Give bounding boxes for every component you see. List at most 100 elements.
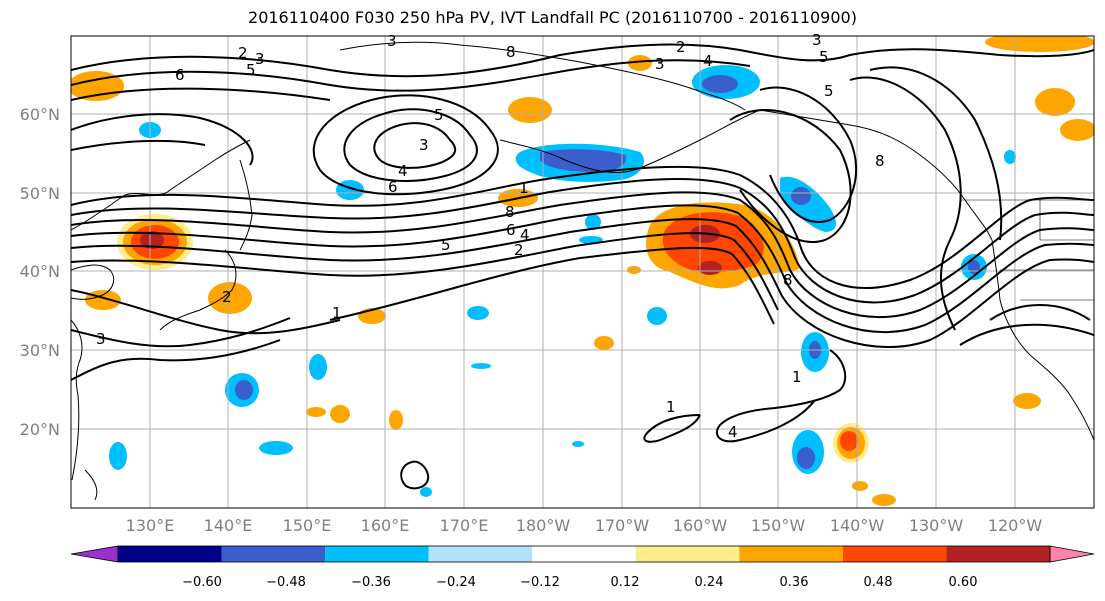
- contour-line: [71, 87, 331, 101]
- contour-label: 2: [238, 44, 248, 62]
- contour-label: 1: [792, 368, 802, 386]
- positive-anomaly-region: [840, 431, 858, 451]
- contour-line: [373, 122, 457, 169]
- positive-anomaly-region: [1060, 119, 1094, 141]
- positive-anomaly-region: [594, 336, 614, 350]
- negative-anomaly-region: [467, 306, 489, 320]
- contour-label: 6: [388, 178, 398, 196]
- colorbar-segments: [70, 545, 1095, 563]
- colorbar: −0.60 −0.48 −0.36 −0.24 −0.12 0.12 0.24 …: [70, 545, 1095, 590]
- colorbar-label: 0.24: [695, 575, 724, 590]
- positive-anomaly-region: [208, 282, 252, 314]
- state-borders: [960, 199, 1094, 301]
- colorbar-label: −0.24: [436, 575, 476, 590]
- negative-anomaly-region: [540, 149, 626, 172]
- lon-label: 160°W: [673, 516, 728, 535]
- negative-anomaly-region: [1004, 150, 1016, 164]
- contour-label: 4: [398, 162, 408, 180]
- colorbar-segment: [532, 546, 636, 562]
- contour-label: 4: [728, 423, 738, 441]
- colorbar-labels: −0.60 −0.48 −0.36 −0.24 −0.12 0.12 0.24 …: [182, 575, 977, 590]
- contour-label: 3: [387, 32, 397, 50]
- contour-line: [71, 232, 779, 311]
- colorbar-extend-min: [70, 545, 119, 563]
- graticule: [71, 36, 1094, 508]
- positive-anomaly-region: [1035, 88, 1075, 116]
- positive-anomaly-region: [330, 405, 350, 423]
- canada-coastline: [759, 109, 993, 241]
- longitude-labels: 130°E 140°E 150°E 160°E 170°E 180°W 170°…: [126, 516, 1043, 535]
- negative-anomaly-region: [791, 187, 811, 205]
- asia-coastline: [71, 139, 251, 231]
- lon-label: 130°E: [126, 516, 175, 535]
- korea-coastline: [71, 264, 115, 300]
- lat-label: 50°N: [20, 184, 60, 203]
- colorbar-segment: [739, 546, 843, 562]
- colorbar-label: 0.48: [864, 575, 893, 590]
- contour-label: 4: [703, 52, 713, 70]
- positive-anomaly-region: [628, 55, 652, 71]
- contour-label: 6: [175, 66, 185, 84]
- contour-line: [643, 414, 701, 443]
- lon-label: 150°W: [751, 516, 806, 535]
- contour-line: [312, 94, 499, 196]
- colorbar-segment: [118, 546, 222, 562]
- positive-anomaly-region: [306, 407, 326, 417]
- contour-label: 8: [506, 43, 516, 61]
- lon-label: 150°E: [283, 516, 332, 535]
- arctic-coastline: [339, 41, 746, 111]
- negative-anomaly-region: [309, 354, 327, 380]
- lon-label: 170°W: [595, 516, 650, 535]
- contour-label: 2: [222, 288, 232, 306]
- contour-line: [329, 246, 775, 325]
- contour-line: [849, 76, 962, 331]
- positive-anomaly-region: [852, 481, 868, 491]
- lat-label: 20°N: [20, 420, 60, 439]
- negative-anomaly-region: [109, 442, 127, 470]
- contour-line: [71, 218, 1094, 348]
- contour-label: 5: [434, 106, 444, 124]
- positive-anomaly-region: [140, 231, 164, 249]
- contour-line: [959, 323, 1094, 346]
- negative-anomaly-region: [797, 447, 815, 469]
- colorbar-label: 0.60: [949, 575, 978, 590]
- contour-labels: 2 3 5 6 3 8 2 3 4 3 5 8 4 6 5 3 1 8 6 4 …: [96, 31, 885, 441]
- pv-contours: [71, 43, 1094, 490]
- positive-anomaly-region: [698, 261, 722, 275]
- contour-label: 5: [824, 82, 834, 100]
- negative-anomaly-region: [235, 380, 253, 400]
- positive-anomaly-region: [85, 290, 121, 310]
- contour-label: 3: [655, 55, 665, 73]
- contour-line: [400, 460, 430, 490]
- contour-line: [869, 66, 1003, 241]
- negative-anomaly-region: [420, 487, 432, 497]
- lat-label: 60°N: [20, 105, 60, 124]
- contour-label: 3: [419, 136, 429, 154]
- colorbar-extend-max: [1049, 545, 1095, 563]
- lon-label: 140°W: [830, 516, 885, 535]
- colorbar-label: 0.12: [611, 575, 640, 590]
- contour-label: 3: [255, 50, 265, 68]
- contour-line: [71, 113, 254, 166]
- lon-label: 160°E: [361, 516, 410, 535]
- contour-line: [71, 289, 341, 335]
- china-coastline: [71, 319, 83, 481]
- negative-anomaly-region: [647, 307, 667, 325]
- contour-label: 8: [875, 152, 885, 170]
- colorbar-segment: [946, 546, 1050, 562]
- contour-label: 2: [676, 38, 686, 56]
- contour-label: 8: [783, 271, 793, 289]
- colorbar-segment: [635, 546, 740, 562]
- colorbar-segment: [221, 546, 326, 562]
- contour-line: [759, 86, 858, 223]
- contour-label: 5: [819, 48, 829, 66]
- contour-label: 8: [505, 203, 515, 221]
- lon-label: 130°W: [909, 516, 964, 535]
- colorbar-label: −0.48: [266, 575, 306, 590]
- contour-label: 5: [246, 61, 256, 79]
- colorbar-label: −0.36: [351, 575, 391, 590]
- contour-line: [71, 139, 206, 151]
- island-coastline: [84, 469, 98, 501]
- contour-label: 5: [441, 236, 451, 254]
- positive-anomaly-region: [389, 410, 403, 430]
